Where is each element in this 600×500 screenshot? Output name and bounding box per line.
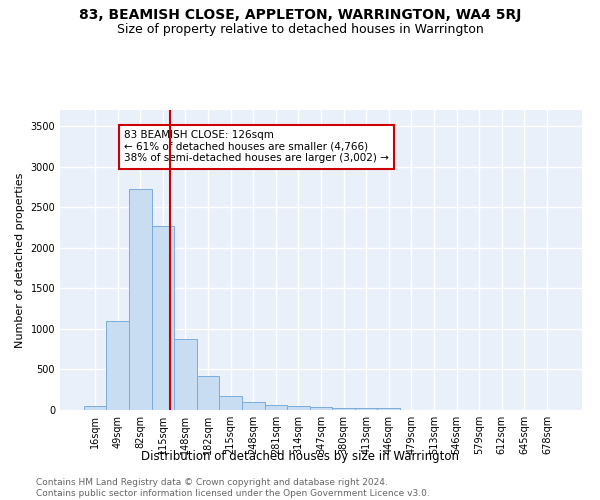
Bar — [152, 226, 174, 410]
Text: 83, BEAMISH CLOSE, APPLETON, WARRINGTON, WA4 5RJ: 83, BEAMISH CLOSE, APPLETON, WARRINGTON,… — [79, 8, 521, 22]
Bar — [355, 408, 377, 410]
Text: Contains HM Land Registry data © Crown copyright and database right 2024.
Contai: Contains HM Land Registry data © Crown c… — [36, 478, 430, 498]
Bar — [174, 338, 197, 410]
Bar — [310, 407, 332, 410]
Bar — [197, 376, 220, 410]
Text: Distribution of detached houses by size in Warrington: Distribution of detached houses by size … — [141, 450, 459, 463]
Bar — [265, 405, 287, 410]
Bar — [287, 406, 310, 410]
Bar — [106, 321, 129, 410]
Bar — [220, 396, 242, 410]
Text: Size of property relative to detached houses in Warrington: Size of property relative to detached ho… — [116, 22, 484, 36]
Text: 83 BEAMISH CLOSE: 126sqm
← 61% of detached houses are smaller (4,766)
38% of sem: 83 BEAMISH CLOSE: 126sqm ← 61% of detach… — [124, 130, 389, 164]
Bar — [332, 408, 355, 410]
Bar — [84, 406, 106, 410]
Bar — [377, 408, 400, 410]
Y-axis label: Number of detached properties: Number of detached properties — [15, 172, 25, 348]
Bar — [129, 188, 152, 410]
Bar — [242, 402, 265, 410]
